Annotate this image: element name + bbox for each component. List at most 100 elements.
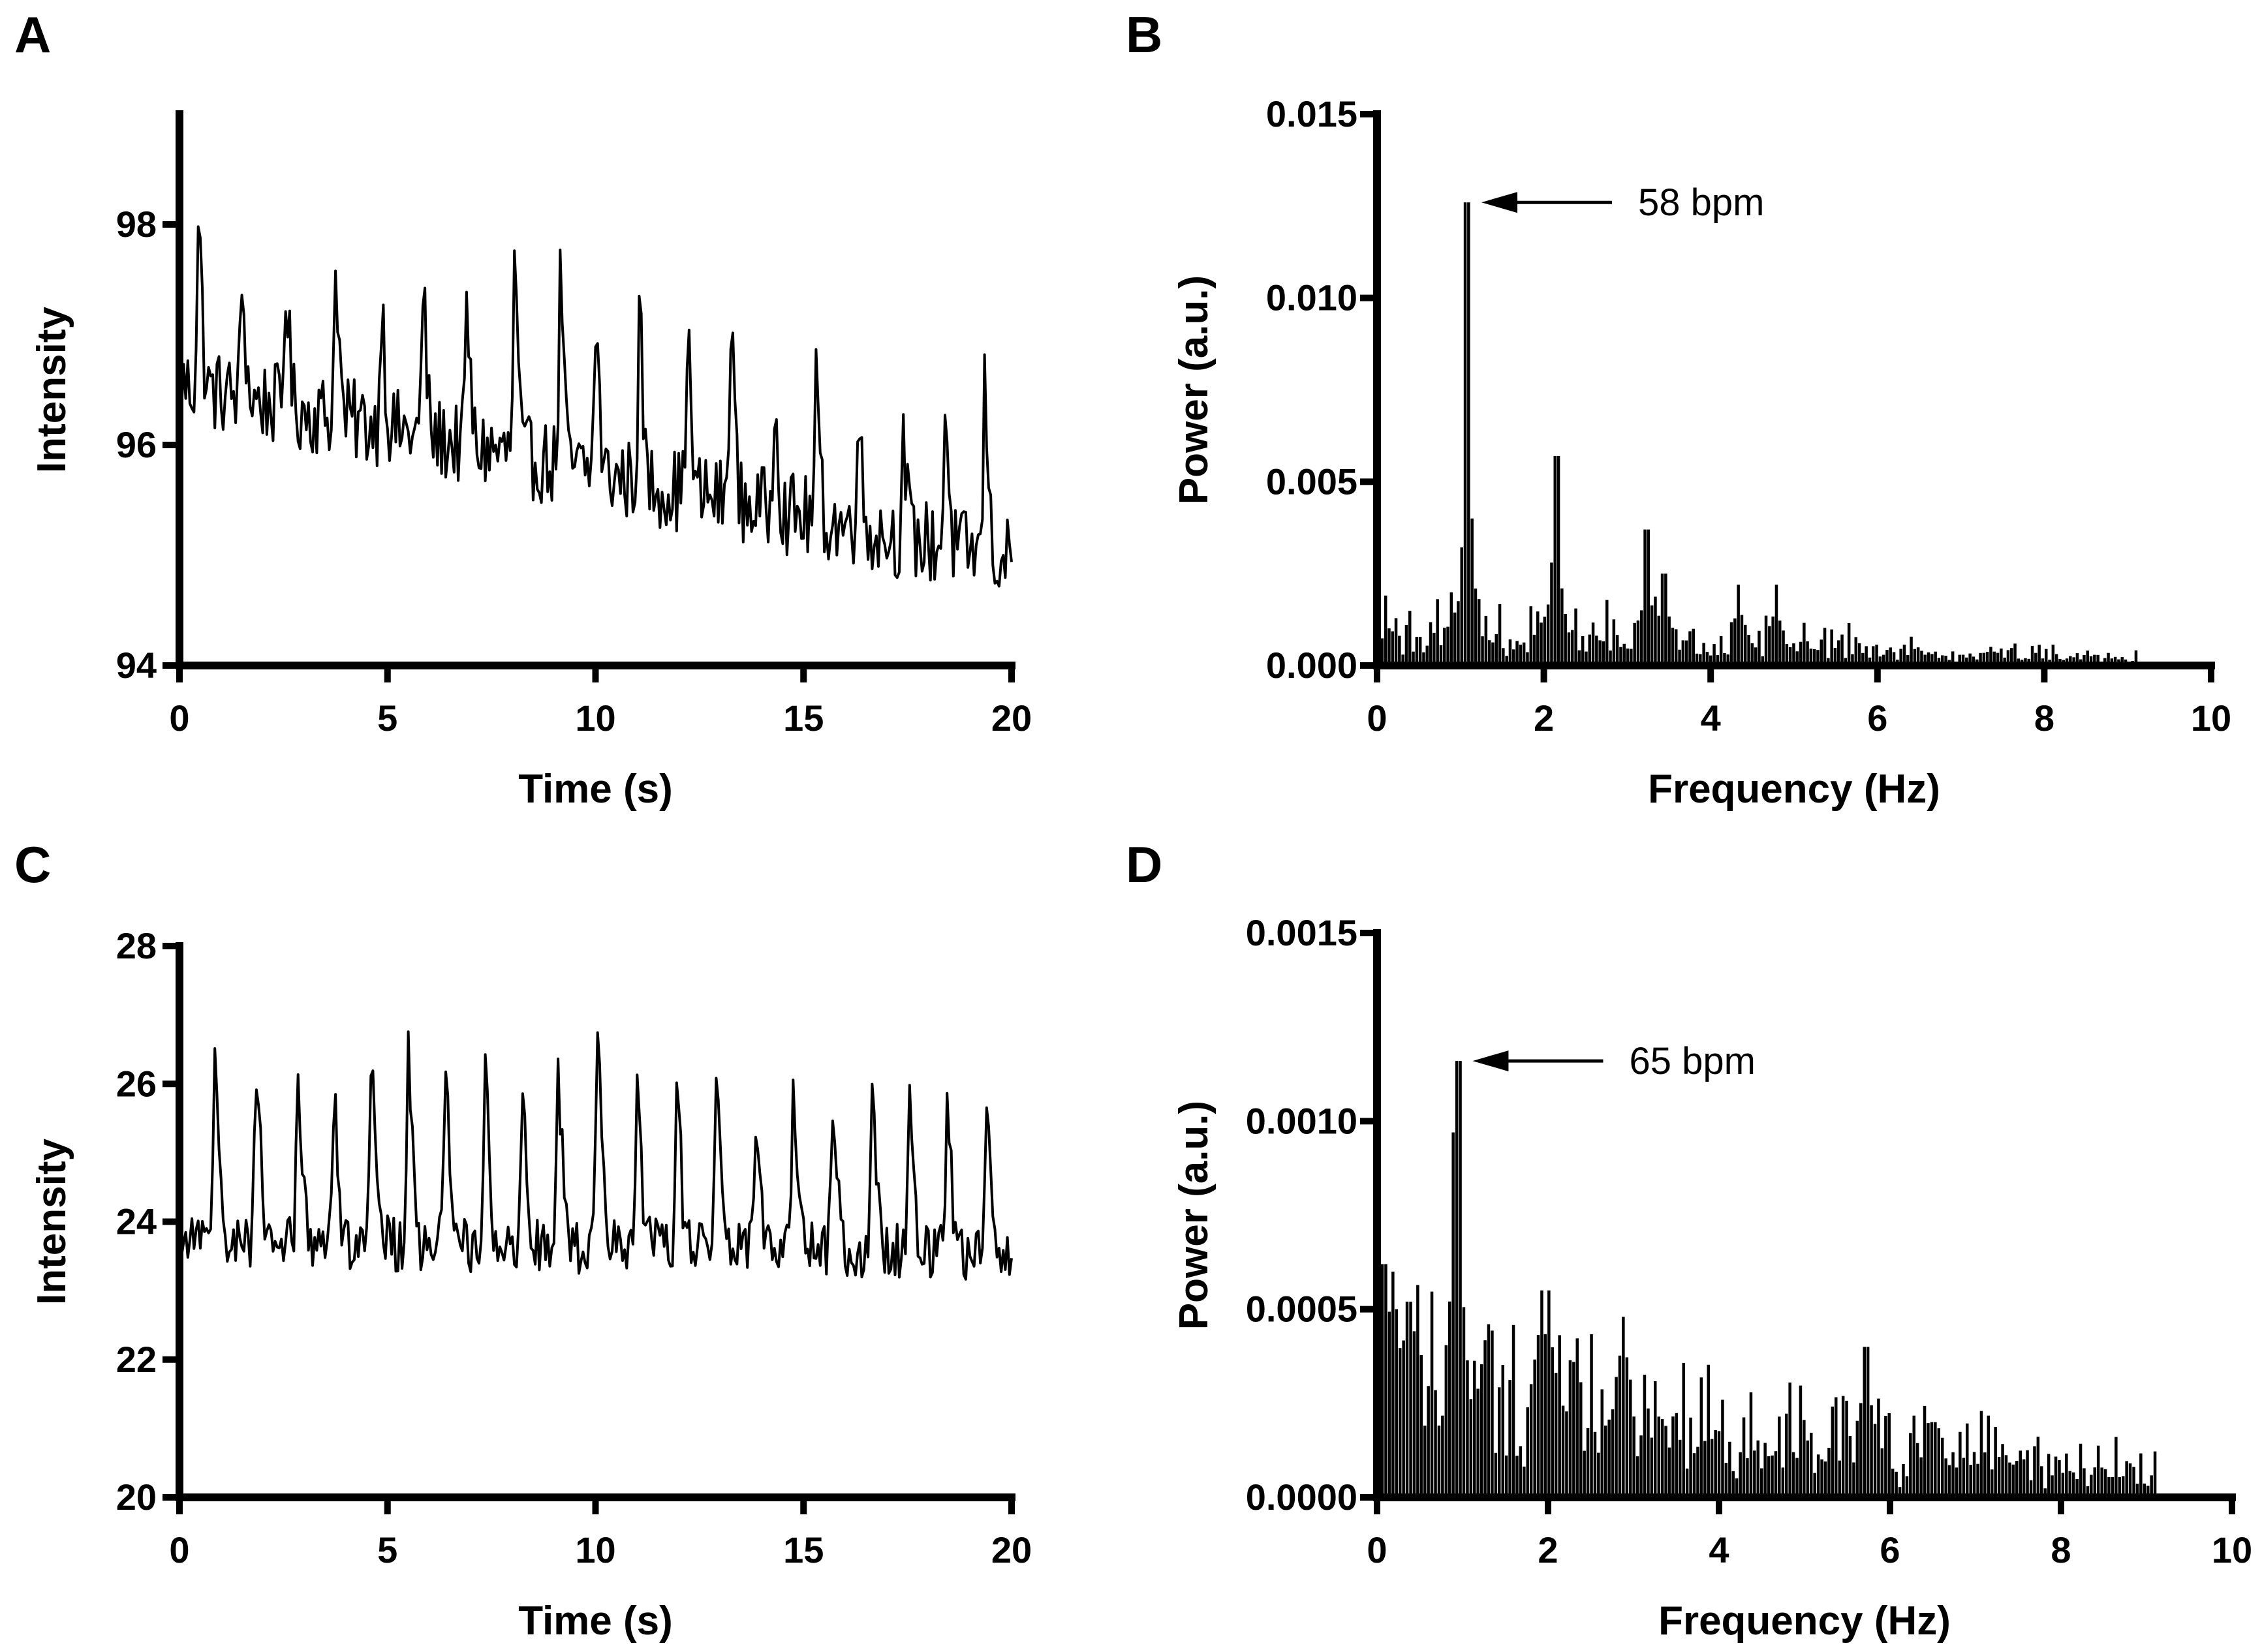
panel-b-spectrum-bar — [2075, 653, 2079, 665]
panel-d-spectrum-bar — [1994, 1427, 1997, 1497]
panel-d-spectrum-bar — [2150, 1475, 2153, 1497]
panel-d-spectrum-bar — [2011, 1464, 2015, 1497]
panel-b-spectrum-bar — [1657, 615, 1660, 665]
panel-b-spectrum-bar — [1982, 652, 1986, 665]
panel-d-spectrum-bar — [1710, 1439, 1714, 1497]
panel-c-y-tick-label: 26 — [116, 1063, 157, 1104]
panel-b-spectrum-bar — [1968, 653, 1972, 665]
panel-d-spectrum-bar — [1675, 1413, 1679, 1497]
panel-d-spectrum-bar — [1491, 1330, 1494, 1497]
panel-b-spectrum-bar — [1719, 635, 1723, 665]
panel-b-spectrum-bar — [1806, 641, 1809, 665]
panel-b-spectrum-bar — [1571, 630, 1574, 665]
panel-d-spectrum-bar — [1735, 1478, 1739, 1497]
panel-d-spectrum-bar — [1632, 1416, 1635, 1497]
panel-d-spectrum-bar — [1667, 1447, 1671, 1497]
panel-d-spectrum-bar — [2146, 1486, 2150, 1497]
panel-d-spectrum-bar — [1955, 1467, 1959, 1497]
panel-b-spectrum-bar — [1875, 645, 1878, 665]
panel-d-spectrum-bar — [1997, 1457, 2001, 1497]
panel-d-spectrum-bar — [1657, 1416, 1660, 1497]
panel-d-spectrum-bar — [1884, 1416, 1887, 1497]
panel-d-spectrum-bar — [1611, 1409, 1615, 1497]
panel-b-spectrum-bar — [1902, 645, 1906, 665]
panel-b-spectrum-bar — [1622, 643, 1626, 665]
panel-d-spectrum-bar — [1987, 1415, 1991, 1497]
panel-b-spectrum-bar — [2027, 658, 2030, 665]
panel-b-letter: B — [1126, 6, 1162, 63]
panel-b-spectrum-bar — [1768, 626, 1771, 665]
panel-b-spectrum-bar — [1934, 651, 1937, 665]
panel-b-spectrum-bar — [1892, 652, 1896, 665]
panel-c-x-tick-label: 15 — [783, 1529, 824, 1570]
panel-b-spectrum-bar — [2099, 662, 2103, 665]
panel-b-spectrum-bar — [1470, 518, 1474, 665]
panel-d-spectrum-bar — [1823, 1461, 1827, 1497]
panel-b-spectrum-bar — [2006, 650, 2010, 665]
panel-b-spectrum-bar — [1744, 624, 1747, 665]
panel-d-spectrum-bar — [1934, 1422, 1937, 1497]
panel-b-spectrum-bar — [1803, 622, 1806, 665]
panel-d-spectrum-bar — [2122, 1476, 2125, 1497]
panel-b-spectrum-bar — [1598, 640, 1602, 665]
panel-d-spectrum-bar — [1855, 1420, 1859, 1497]
panel-d-spectrum-bar — [1806, 1440, 1810, 1497]
panel-a-x-tick-label: 15 — [783, 697, 824, 739]
panel-a-x-tick-label: 5 — [377, 697, 397, 739]
panel-d-spectrum-bar — [1448, 1301, 1451, 1497]
panel-d-y-axis-title: Power (a.u.) — [1171, 1101, 1216, 1330]
panel-d-spectrum-bar — [1728, 1441, 1731, 1497]
panel-d-spectrum-bar — [1703, 1441, 1707, 1497]
panel-b-spectrum-bar — [1675, 629, 1678, 665]
panel-b-power-spectrum: 0.000 0.005 0.010 0.015 0 2 4 6 8 10 Frequency (Hz… — [1171, 93, 2231, 812]
panel-d-spectrum-bar — [2107, 1476, 2111, 1497]
panel-d-spectrum-bar — [1558, 1335, 1561, 1497]
panel-b-spectrum-bar — [1636, 620, 1640, 665]
panel-b-spectrum-bar — [1889, 647, 1892, 665]
panel-d-x-tick-label: 2 — [1538, 1529, 1558, 1570]
panel-b-spectrum-bar — [2000, 649, 2003, 665]
panel-b-spectrum-bar — [1947, 660, 1951, 665]
panel-b-spectrum-bar — [1522, 642, 1526, 665]
panel-d-spectrum-bar — [1639, 1435, 1643, 1497]
panel-d-spectrum-bar — [1654, 1381, 1657, 1497]
panel-b-spectrum-bar — [1965, 657, 1968, 665]
panel-d-spectrum-bar — [1568, 1360, 1572, 1497]
panel-b-spectrum-bar — [1609, 650, 1612, 665]
panel-b-spectrum-bar — [1729, 622, 1733, 665]
panel-d-spectrum-bar — [1873, 1424, 1877, 1497]
panel-b-spectrum-bar — [2093, 654, 2096, 665]
panel-d-spectrum-bar — [1682, 1362, 1685, 1497]
panel-b-spectrum-bar — [1944, 656, 1947, 665]
panel-b-spectrum-bar — [1508, 639, 1512, 665]
panel-b-spectrum-bar — [1605, 600, 1609, 665]
panel-b-spectrum-bar — [1771, 616, 1774, 665]
panel-d-spectrum-bar — [1455, 1061, 1459, 1497]
panel-d-spectrum-bar — [2004, 1455, 2008, 1497]
panel-d-spectrum-bar — [1763, 1443, 1767, 1497]
panel-d-spectrum-bar — [1731, 1471, 1735, 1497]
panel-d-spectrum-bar — [1515, 1456, 1519, 1497]
panel-b-spectrum-bar — [2117, 659, 2120, 665]
panel-a-x-tick-label: 20 — [991, 697, 1032, 739]
panel-d-spectrum-bar — [1835, 1397, 1838, 1497]
panel-d-spectrum-bar — [1604, 1425, 1607, 1497]
panel-b-spectrum-bar — [1536, 611, 1540, 665]
panel-b-spectrum-bar — [1443, 628, 1446, 665]
panel-d-spectrum-bar — [1551, 1347, 1554, 1497]
panel-b-spectrum-bar — [2024, 658, 2027, 665]
panel-b-spectrum-bar — [1550, 562, 1553, 665]
panel-d-spectrum-bar — [1976, 1463, 1979, 1497]
panel-b-spectrum-bar — [1553, 455, 1557, 665]
panel-b-spectrum-bar — [1422, 652, 1425, 665]
panel-b-spectrum-bar — [1709, 655, 1712, 665]
panel-d-spectrum-bar — [1895, 1471, 1898, 1497]
panel-a-letter: A — [14, 6, 51, 63]
panel-d-spectrum-bar — [1579, 1382, 1583, 1497]
panel-b-spectrum-bar — [1498, 604, 1502, 665]
panel-b-spectrum-bar — [1847, 622, 1851, 665]
panel-d-spectrum-bar — [1419, 1354, 1423, 1497]
panel-d-spectrum-bar — [2132, 1467, 2135, 1497]
panel-b-spectrum-bar — [1913, 649, 1917, 665]
panel-d-spectrum-bar — [1714, 1430, 1717, 1497]
